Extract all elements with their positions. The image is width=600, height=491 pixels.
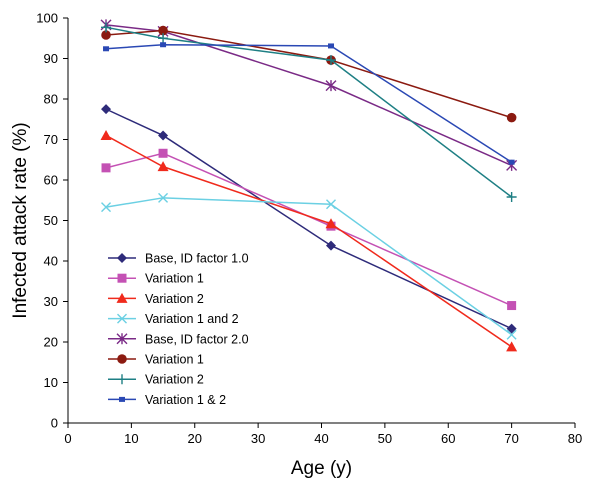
y-tick-label: 100 <box>36 11 58 26</box>
data-point <box>506 329 517 340</box>
y-tick-label: 40 <box>44 254 58 269</box>
data-point <box>506 192 517 203</box>
chart-axes: 0 10 20 30 40 50 60 70 80 0 10 20 30 40 50 60 70 80 90 100 <box>36 11 582 447</box>
y-tick-label: 0 <box>51 416 58 431</box>
series-8 <box>103 42 515 165</box>
legend-entry: Base, ID factor 1.0 <box>108 252 249 266</box>
data-point <box>158 25 168 36</box>
legend-label: Variation 2 <box>145 292 204 306</box>
data-point <box>157 161 169 172</box>
data-point <box>326 199 337 210</box>
y-tick-label: 20 <box>44 335 58 350</box>
x-tick-label: 60 <box>441 431 455 446</box>
x-tick-label: 70 <box>504 431 518 446</box>
series-line <box>105 197 513 336</box>
legend-swatch-marker <box>117 374 127 385</box>
x-tick-label: 40 <box>314 431 328 446</box>
series-line <box>105 152 512 307</box>
data-point <box>158 192 169 203</box>
legend-swatch-marker <box>117 313 127 324</box>
series-line <box>105 134 513 348</box>
series-line <box>105 24 512 167</box>
legend-label: Base, ID factor 2.0 <box>145 332 249 346</box>
data-point <box>158 33 169 44</box>
series-4 <box>101 192 517 340</box>
y-tick-label: 80 <box>44 92 58 107</box>
legend-entry: Variation 2 <box>108 373 204 387</box>
data-point <box>506 341 518 352</box>
data-point <box>101 30 111 40</box>
legend-swatch-marker <box>117 273 127 283</box>
legend-swatch-marker <box>117 253 127 263</box>
data-point <box>101 22 112 33</box>
legend-label: Variation 2 <box>145 373 204 387</box>
series-2 <box>101 148 517 311</box>
legend-entry: Variation 1 & 2 <box>108 393 226 407</box>
series-line <box>105 26 513 198</box>
legend-swatch-marker <box>116 333 128 345</box>
legend-entry: Variation 1 and 2 <box>108 312 239 326</box>
y-tick-label: 60 <box>44 173 58 188</box>
y-tick-label: 50 <box>44 213 58 228</box>
legend-label: Variation 1 & 2 <box>145 393 226 407</box>
data-point <box>506 112 517 123</box>
data-point <box>101 104 112 115</box>
data-point <box>103 46 110 52</box>
data-point <box>101 202 112 213</box>
series-3 <box>100 129 518 352</box>
x-axis-title: Age (y) <box>291 458 352 479</box>
legend-entry: Base, ID factor 2.0 <box>108 332 249 346</box>
legend-swatch-marker <box>117 354 127 364</box>
data-point <box>158 148 168 158</box>
legend-label: Variation 1 <box>145 353 204 367</box>
y-tick-label: 70 <box>44 132 58 147</box>
legend-label: Variation 1 <box>145 272 204 286</box>
x-tick-label: 10 <box>124 431 138 446</box>
data-point <box>158 130 169 141</box>
data-point <box>100 129 112 140</box>
data-point <box>507 301 517 311</box>
x-tick-label: 80 <box>568 431 582 446</box>
legend-entry: Variation 2 <box>108 292 204 306</box>
x-tick-label: 50 <box>378 431 392 446</box>
legend-swatch-marker <box>119 396 125 402</box>
chart-series <box>100 19 518 352</box>
legend-label: Base, ID factor 1.0 <box>145 252 249 266</box>
x-tick-label: 20 <box>188 431 202 446</box>
data-point <box>325 218 337 229</box>
data-point <box>328 43 335 49</box>
y-axis-title: Infected attack rate (%) <box>10 122 31 318</box>
legend-swatch-marker <box>116 292 128 303</box>
data-point <box>101 163 111 173</box>
legend-entry: Variation 1 <box>108 353 204 367</box>
chart-legend: Base, ID factor 1.0 Variation 1 Variation … <box>108 252 249 407</box>
series-7 <box>101 22 517 203</box>
data-point <box>326 240 337 251</box>
series-line <box>105 29 512 119</box>
data-point <box>506 323 517 334</box>
legend-label: Variation 1 and 2 <box>145 312 239 326</box>
x-tick-label: 0 <box>64 431 71 446</box>
y-tick-label: 90 <box>44 51 58 66</box>
y-tick-label: 10 <box>44 375 58 390</box>
data-point <box>326 55 337 66</box>
data-point <box>508 159 515 165</box>
data-point <box>160 42 167 48</box>
series-line <box>105 43 513 163</box>
legend-entry: Variation 1 <box>108 272 204 286</box>
data-point <box>325 80 337 92</box>
y-tick-label: 30 <box>44 294 58 309</box>
x-tick-label: 30 <box>251 431 265 446</box>
